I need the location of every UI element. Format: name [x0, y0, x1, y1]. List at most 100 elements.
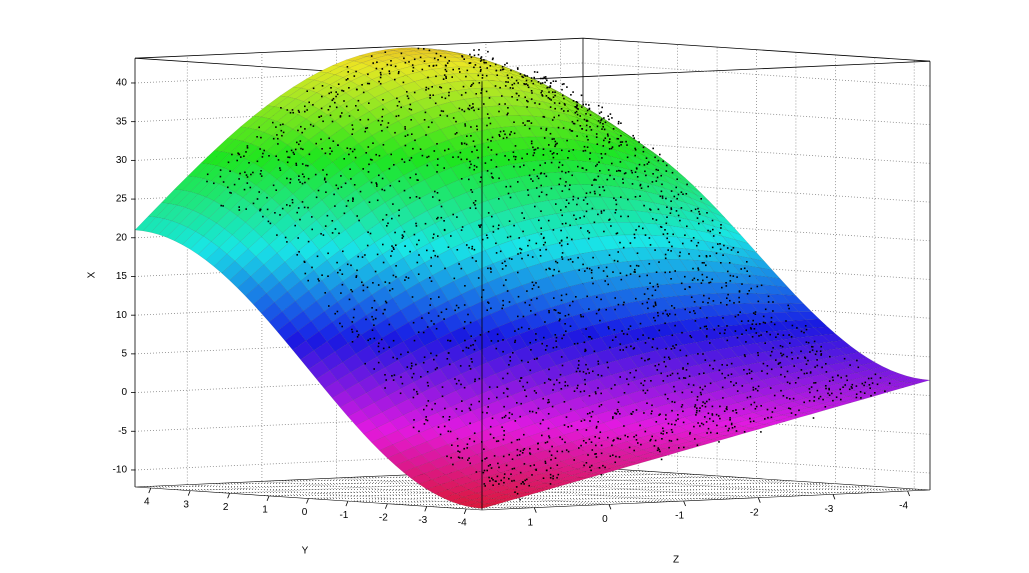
sample-point [520, 326, 523, 329]
sample-point [661, 438, 663, 440]
sample-point [650, 412, 653, 415]
sample-point [516, 99, 519, 101]
sample-point [312, 125, 315, 127]
sample-point [719, 248, 722, 251]
sample-point [345, 79, 348, 81]
surface-patch [768, 414, 792, 421]
sample-point [526, 290, 528, 292]
sample-point [471, 151, 473, 153]
sample-point [669, 374, 672, 376]
sample-point [472, 140, 475, 142]
sample-point [406, 366, 409, 368]
sample-point [558, 319, 561, 322]
sample-point [347, 71, 349, 73]
box-edge [582, 37, 931, 62]
sample-point [506, 113, 508, 116]
sample-point [314, 173, 317, 176]
sample-point [564, 384, 566, 387]
sample-point [514, 330, 516, 332]
surface-patch [490, 96, 513, 107]
surface-patch [645, 156, 668, 172]
surface-patch [597, 306, 620, 323]
sample-point [609, 113, 612, 115]
sample-point [794, 414, 797, 416]
sample-point [600, 210, 603, 212]
sample-point [757, 354, 759, 357]
sample-point [376, 253, 379, 256]
sample-point [591, 184, 593, 186]
sample-point [670, 250, 672, 252]
sample-point [404, 245, 406, 247]
surface-patch [584, 172, 607, 186]
sample-point [564, 441, 566, 444]
sample-point [448, 91, 450, 94]
sample-point [417, 273, 420, 275]
sample-point [528, 174, 531, 177]
sample-point [471, 245, 474, 248]
sample-point [447, 352, 450, 354]
sample-point [717, 415, 720, 417]
sample-point [770, 316, 773, 319]
sample-point [888, 382, 891, 385]
surface-patch [779, 401, 802, 409]
sample-point [696, 399, 699, 401]
sample-point [355, 70, 357, 73]
sample-point [403, 189, 406, 192]
sample-point [381, 68, 384, 70]
surface-patch [634, 339, 657, 354]
sample-point [390, 153, 392, 156]
sample-point [528, 484, 530, 487]
sample-point [289, 181, 291, 184]
sample-point [544, 162, 546, 164]
sample-point [513, 479, 515, 482]
sample-point [597, 387, 599, 389]
sample-point [593, 179, 595, 181]
sample-point [426, 249, 428, 252]
sample-point [585, 124, 588, 127]
sample-point [643, 164, 646, 166]
sample-point [615, 209, 617, 211]
sample-point [393, 374, 396, 376]
sample-point [412, 426, 415, 429]
sample-point [478, 49, 480, 51]
sample-point [807, 359, 809, 362]
sample-point [711, 278, 713, 281]
sample-point [536, 297, 538, 300]
sample-point [565, 449, 568, 451]
sample-point [299, 181, 301, 183]
sample-point [769, 387, 772, 389]
sample-point [461, 226, 464, 228]
sample-point [787, 304, 789, 307]
sample-point [597, 175, 600, 178]
surface-patch [616, 221, 639, 236]
sample-point [709, 281, 712, 284]
sample-point [434, 102, 437, 105]
sample-point [222, 205, 224, 207]
sample-point [561, 190, 564, 192]
sample-point [256, 136, 258, 138]
sample-point [328, 305, 330, 307]
sample-point [552, 389, 554, 391]
sample-point [550, 99, 552, 101]
surface-patch [816, 405, 838, 411]
sample-point [407, 351, 409, 353]
sample-point [503, 481, 505, 484]
sample-point [362, 91, 365, 94]
sample-point [549, 473, 552, 476]
sample-point [246, 176, 249, 178]
sample-point [651, 404, 653, 407]
sample-point [263, 149, 265, 152]
sample-point [508, 411, 511, 414]
sample-point [568, 188, 571, 191]
sample-point [490, 172, 493, 175]
sample-point [626, 144, 628, 146]
sample-point [554, 457, 557, 459]
sample-point [286, 161, 289, 164]
sample-point [305, 164, 307, 167]
surface-patch [629, 222, 652, 236]
sample-point [281, 207, 284, 210]
sample-point [471, 257, 474, 259]
sample-point [433, 233, 435, 236]
sample-point [551, 138, 554, 140]
sample-point [470, 403, 473, 406]
